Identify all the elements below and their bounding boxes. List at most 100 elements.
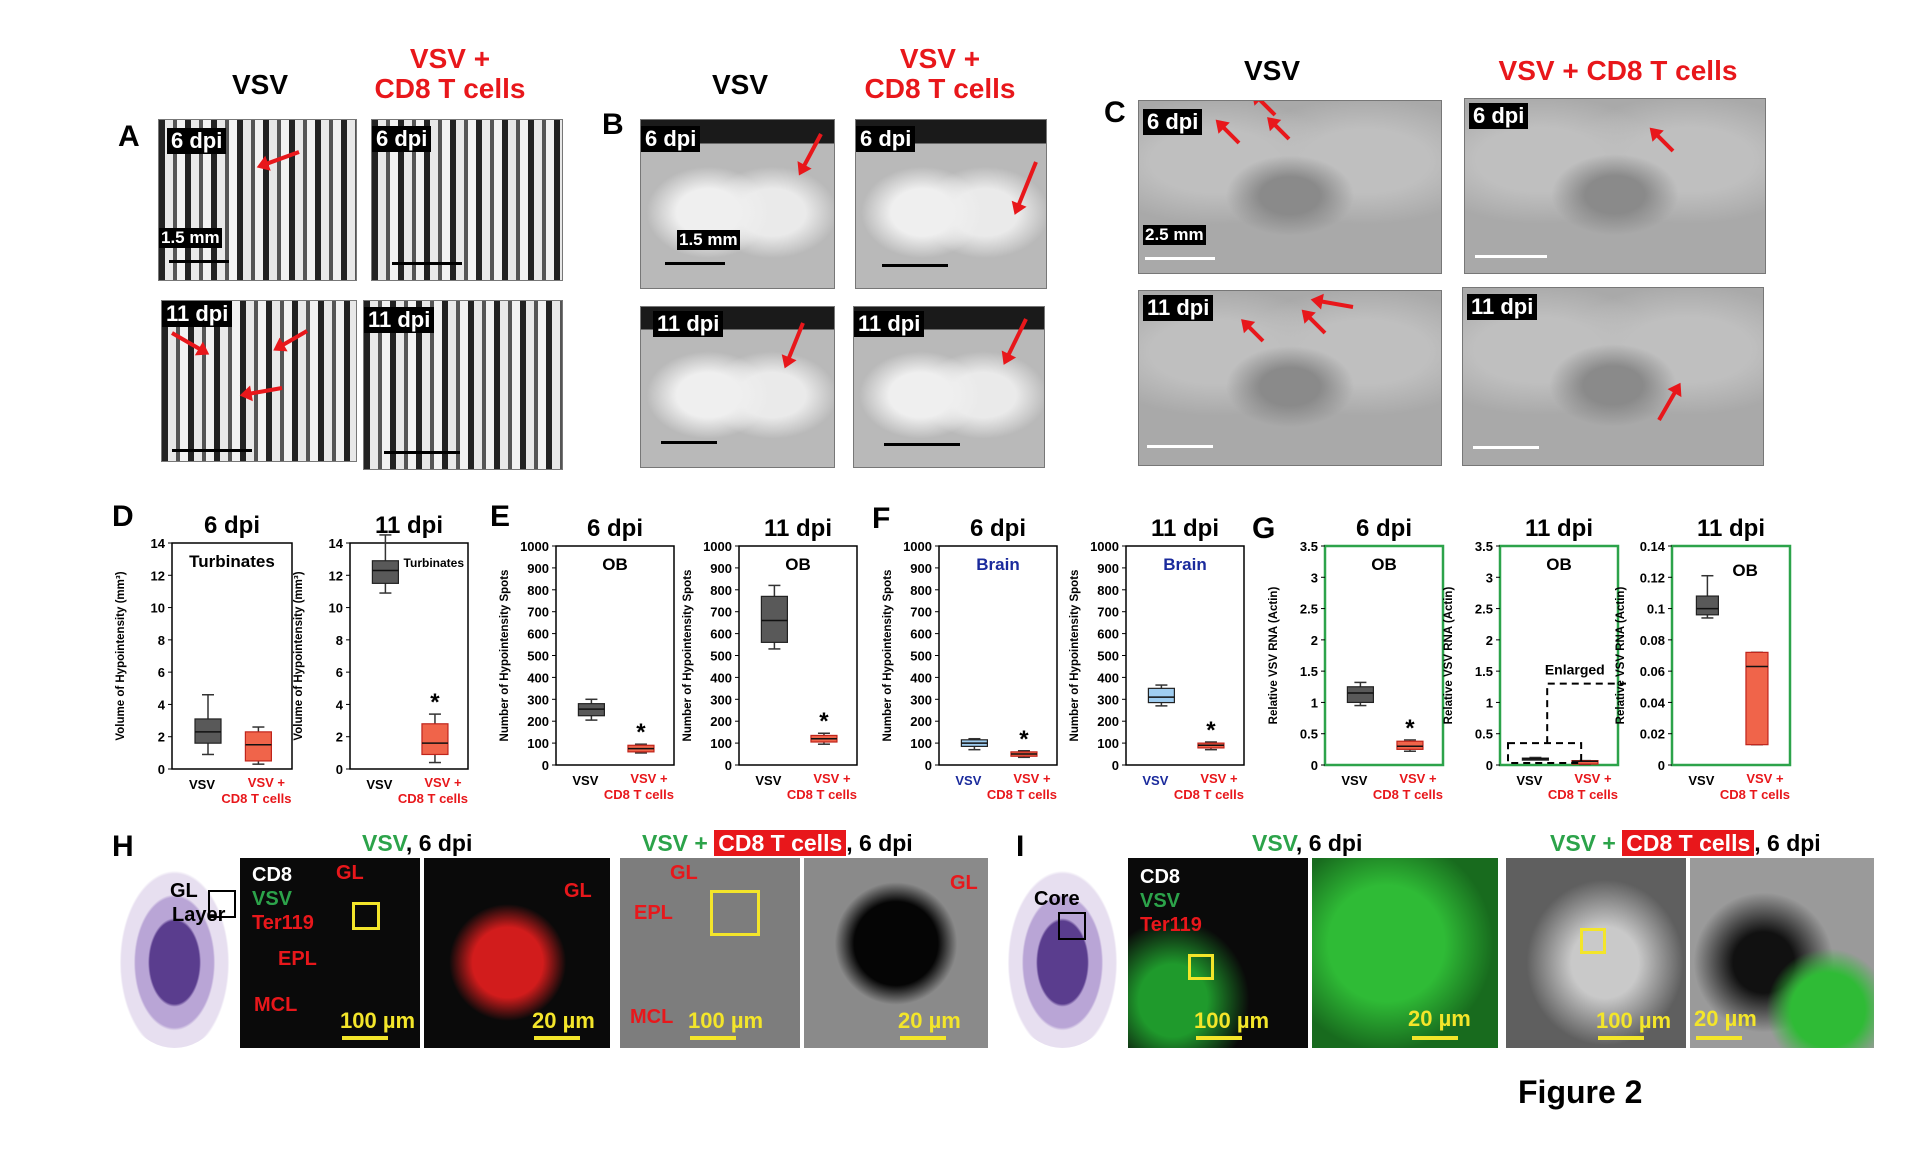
y-axis-label: Number of Hypointensity Spots xyxy=(499,570,511,742)
enlarged-connector xyxy=(1546,682,1626,744)
y-tick-label: 1000 xyxy=(520,539,549,554)
y-tick-label: 400 xyxy=(710,670,732,685)
x-label-cd8-line2: CD8 T cells xyxy=(398,791,468,806)
inset-label: OB xyxy=(785,555,811,574)
inset-label: Turbinates xyxy=(189,552,275,571)
box xyxy=(1695,595,1720,616)
y-tick-label: 400 xyxy=(910,670,932,685)
mri-image-a-cd8-11dpi: 11 dpi xyxy=(363,300,563,470)
core-inset-box xyxy=(1058,912,1086,940)
scale-bar-100 xyxy=(1196,1036,1242,1040)
title-dpi: , 6 dpi xyxy=(846,830,913,856)
scale-bar xyxy=(1473,446,1539,449)
y-tick-label: 0 xyxy=(542,758,549,773)
scale-bar xyxy=(665,262,725,265)
y-axis-label: Volume of Hypointensity (mm³) xyxy=(115,571,127,740)
panel-letter-d: D xyxy=(112,500,134,533)
enlarged-label: Enlarged xyxy=(1545,661,1605,677)
chart-title: 6 dpi xyxy=(204,512,260,539)
y-tick-label: 0 xyxy=(336,762,343,777)
x-label-vsv: VSV xyxy=(189,777,215,792)
inset-label: Brain xyxy=(976,555,1019,574)
legend-cd8: CD8 xyxy=(1140,866,1181,888)
box xyxy=(244,731,272,762)
image-label: 11 dpi xyxy=(1467,294,1538,320)
mri-image-a-vsv-11dpi: 11 dpi xyxy=(161,300,357,462)
y-tick-label: 6 xyxy=(336,665,343,680)
y-tick-label: 2 xyxy=(158,730,165,745)
y-tick-label: 0 xyxy=(925,758,932,773)
title-cd8: CD8 T cells xyxy=(714,830,847,856)
panel-letter-e: E xyxy=(490,500,511,533)
scale-bar-100 xyxy=(690,1036,736,1040)
box xyxy=(1745,651,1769,746)
y-tick-label: 3 xyxy=(1486,570,1493,585)
y-axis-label: Relative VSV RNA (Actin) xyxy=(1615,587,1627,725)
x-label-cd8-line1: VSV + xyxy=(813,771,851,786)
y-tick-label: 3.5 xyxy=(1475,539,1493,554)
box xyxy=(760,595,789,643)
image-label: 11 dpi xyxy=(854,311,925,337)
y-axis-label: Number of Hypointensity Spots xyxy=(1069,570,1081,742)
plot-frame xyxy=(1125,545,1245,766)
y-tick-label: 3.5 xyxy=(1300,539,1318,554)
x-label-cd8-line2: CD8 T cells xyxy=(1373,787,1443,802)
inset-label: OB xyxy=(1371,555,1397,574)
scale-bar xyxy=(1147,445,1213,448)
y-tick-label: 0.12 xyxy=(1640,570,1665,585)
scale-bar-100 xyxy=(1598,1036,1644,1040)
x-label-cd8-line2: CD8 T cells xyxy=(1174,787,1244,802)
box xyxy=(194,718,222,744)
y-tick-label: 200 xyxy=(910,714,932,729)
chart-title: 6 dpi xyxy=(970,515,1026,542)
plot-frame xyxy=(1670,544,1792,767)
panel-i-left-title: VSV, 6 dpi xyxy=(1252,830,1362,857)
y-tick-label: 4 xyxy=(158,697,166,712)
mri-image-a-vsv-6dpi: 6 dpi 1.5 mm xyxy=(158,119,357,281)
zoom-box xyxy=(1188,954,1214,980)
x-label-cd8-line1: VSV + xyxy=(248,775,286,790)
y-tick-label: 1000 xyxy=(703,539,732,554)
title-vsv: VSV + xyxy=(642,830,708,856)
x-label-vsv: VSV xyxy=(1142,773,1168,788)
y-tick-label: 0.04 xyxy=(1640,695,1666,710)
y-tick-label: 800 xyxy=(1097,583,1119,598)
scale-bar xyxy=(384,451,460,454)
y-tick-label: 10 xyxy=(329,601,343,616)
y-tick-label: 500 xyxy=(527,649,549,664)
zoom-box xyxy=(352,902,380,930)
y-tick-label: 0.06 xyxy=(1640,664,1665,679)
scale-label: 2.5 mm xyxy=(1143,225,1206,245)
significance-mark: * xyxy=(1405,715,1415,742)
region-mcl: MCL xyxy=(254,994,298,1016)
image-label: 11 dpi xyxy=(653,311,724,337)
plot-frame xyxy=(1498,544,1620,767)
y-tick-label: 100 xyxy=(1097,736,1119,751)
significance-mark: * xyxy=(1019,726,1029,753)
plot-frame xyxy=(738,545,858,766)
y-tick-label: 2 xyxy=(336,730,343,745)
y-tick-label: 200 xyxy=(527,714,549,729)
y-tick-label: 14 xyxy=(151,536,166,551)
plot-frame xyxy=(555,545,675,766)
panel-letter-h: H xyxy=(112,830,134,863)
title-dpi: , 6 dpi xyxy=(1754,830,1821,856)
gl-label: GL xyxy=(170,880,198,902)
scale-bar xyxy=(1145,257,1215,260)
x-label-cd8-line2: CD8 T cells xyxy=(1720,787,1790,802)
inset-label: OB xyxy=(1732,561,1758,580)
scale-bar xyxy=(1475,255,1547,258)
legend-ter119: Ter119 xyxy=(1140,914,1202,936)
y-tick-label: 1000 xyxy=(903,539,932,554)
panel-c-vsv-title: VSV xyxy=(1243,55,1301,86)
y-tick-label: 0 xyxy=(1658,758,1665,773)
legend-cd8: CD8 xyxy=(252,864,293,886)
y-tick-label: 1.5 xyxy=(1300,664,1318,679)
panel-b-vsv-title: VSV xyxy=(711,69,769,100)
micrograph-h-vsv-zoom: GL 20 µm xyxy=(424,858,610,1048)
region-epl: EPL xyxy=(634,902,673,924)
mri-image-b-cd8-6dpi: 6 dpi xyxy=(855,119,1047,289)
panel-h-left-title: VSV, 6 dpi xyxy=(362,830,472,857)
chart-title: 11 dpi xyxy=(1151,515,1219,542)
scale-label-20: 20 µm xyxy=(1694,1006,1757,1031)
